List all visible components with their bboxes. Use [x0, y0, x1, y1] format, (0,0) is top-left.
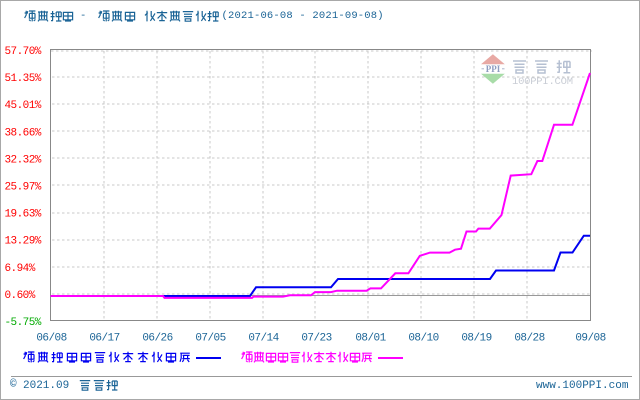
svg-text:-5.75%: -5.75% [5, 317, 42, 329]
svg-text:06/08: 06/08 [36, 333, 66, 345]
svg-text:08/19: 08/19 [461, 333, 491, 345]
svg-text:32.32%: 32.32% [5, 154, 42, 166]
svg-text:45.01%: 45.01% [5, 100, 42, 112]
svg-text:57.70%: 57.70% [5, 46, 42, 58]
svg-text:09/08: 09/08 [575, 333, 605, 345]
svg-text:07/23: 07/23 [301, 333, 331, 345]
svg-text:19.63%: 19.63% [5, 209, 42, 221]
svg-text:38.66%: 38.66% [5, 127, 42, 139]
svg-text:07/14: 07/14 [248, 333, 279, 345]
svg-text:6.94%: 6.94% [5, 263, 36, 275]
svg-text:0.60%: 0.60% [5, 290, 36, 302]
svg-text:25.97%: 25.97% [5, 182, 42, 194]
svg-text:13.29%: 13.29% [5, 236, 42, 248]
svg-text:06/26: 06/26 [142, 333, 172, 345]
svg-text:07/05: 07/05 [195, 333, 225, 345]
svg-text:08/01: 08/01 [355, 333, 386, 345]
svg-text:51.35%: 51.35% [5, 73, 42, 85]
svg-text:06/17: 06/17 [89, 333, 119, 345]
svg-text:08/10: 08/10 [408, 333, 438, 345]
svg-text:08/28: 08/28 [514, 333, 544, 345]
svg-text:100PPI.COM: 100PPI.COM [512, 76, 573, 88]
svg-text:PPI: PPI [486, 64, 501, 74]
